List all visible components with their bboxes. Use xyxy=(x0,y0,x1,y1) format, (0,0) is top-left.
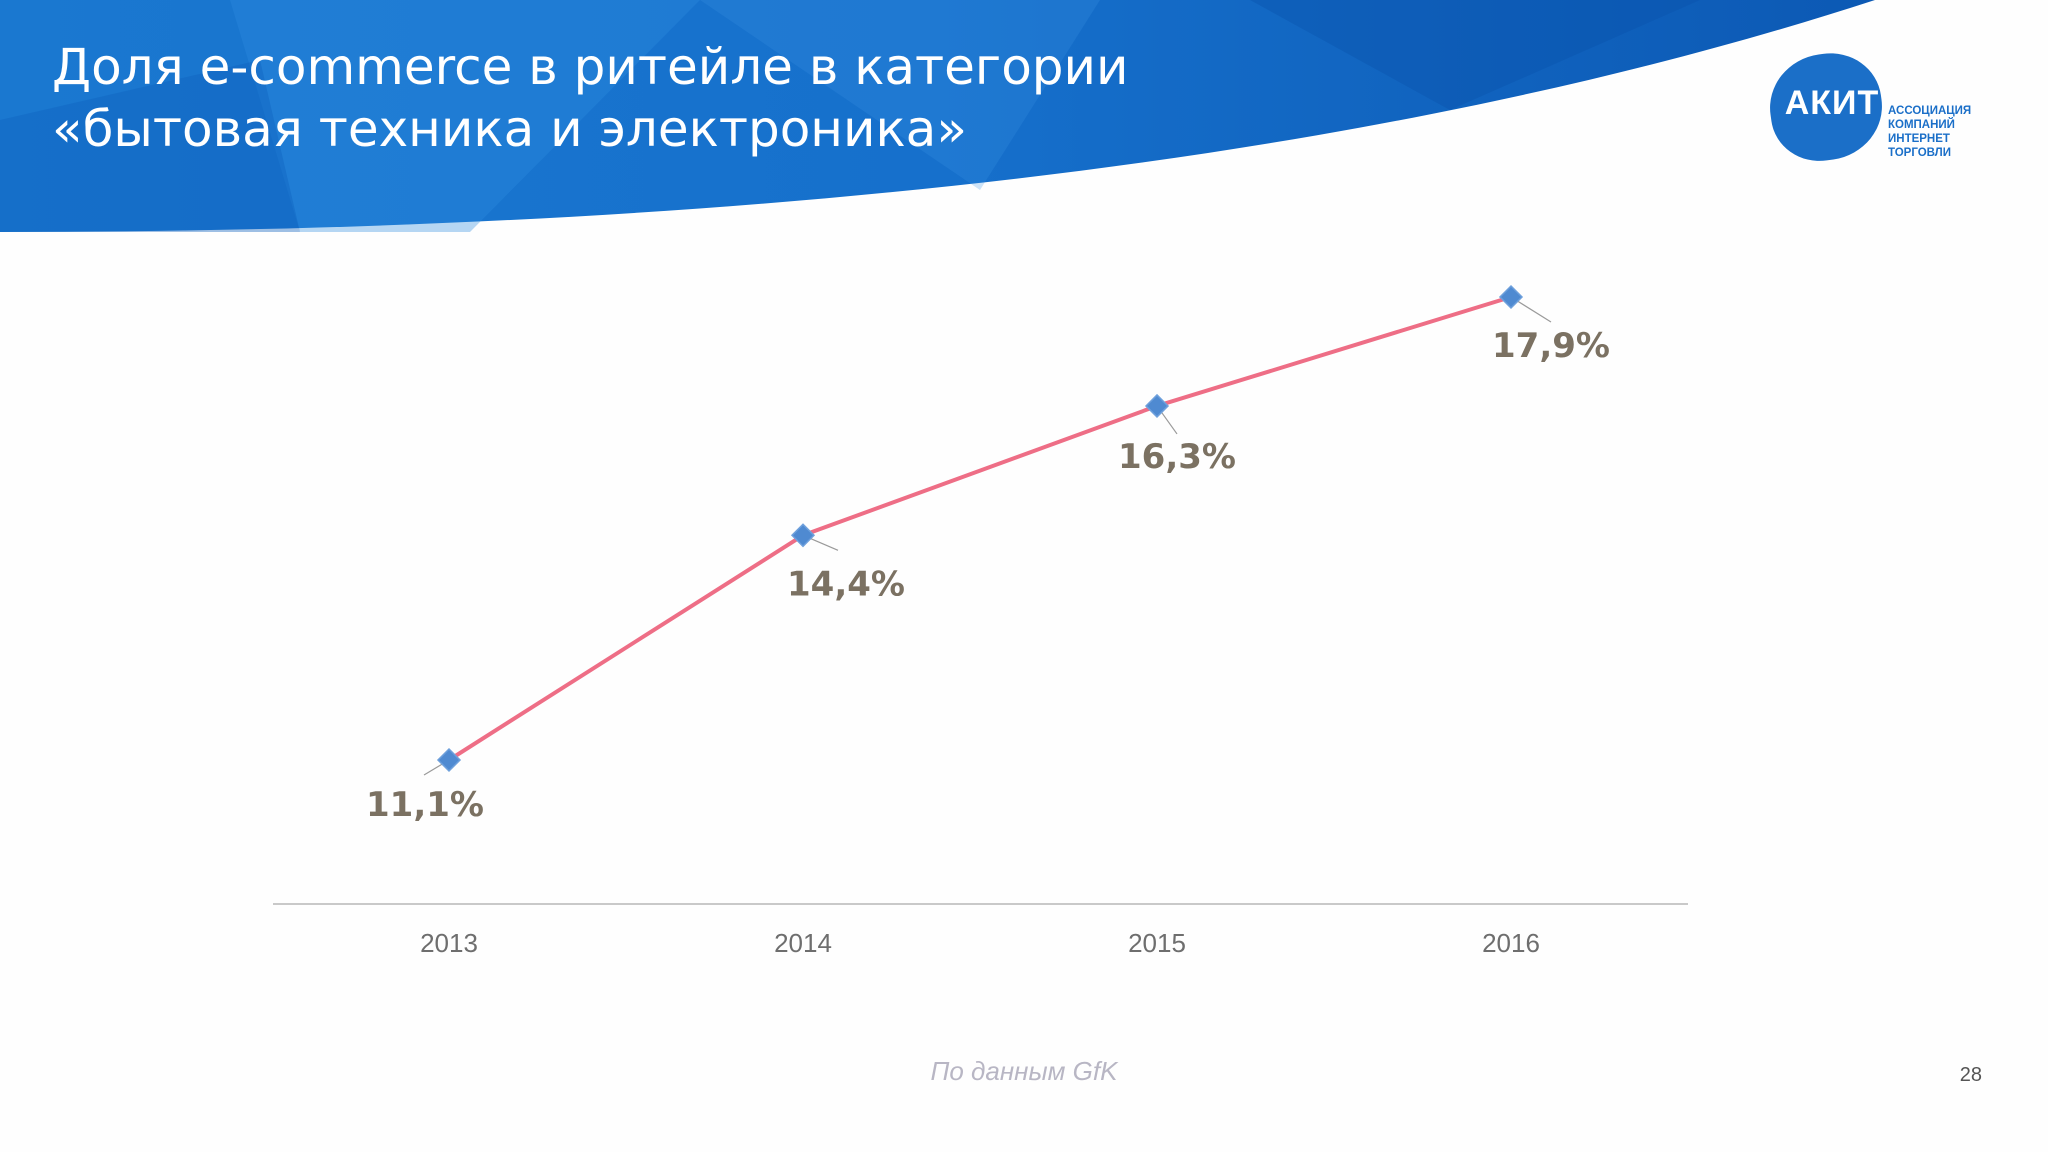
x-tick-label: 2016 xyxy=(1482,928,1540,958)
logo-caption-line: ИНТЕРНЕТ xyxy=(1888,133,1950,145)
data-point-marker xyxy=(436,747,462,773)
logo-caption-line: АССОЦИАЦИЯ xyxy=(1888,105,1972,117)
slide-title-line-2: «бытовая техника и электроника» xyxy=(52,100,967,158)
header-background xyxy=(0,0,1875,232)
logo-caption: АССОЦИАЦИЯ КОМПАНИЙ ИНТЕРНЕТ ТОРГОВЛИ xyxy=(1888,104,1998,160)
data-point-marker xyxy=(1498,284,1524,310)
x-tick-label: 2013 xyxy=(420,928,478,958)
series-line xyxy=(447,295,1513,762)
data-label: 11,1% xyxy=(366,785,484,825)
slide-title: Доля e-commerce в ритейле в категории «б… xyxy=(52,36,1129,160)
data-point-marker xyxy=(1144,393,1170,419)
x-tick-label: 2015 xyxy=(1128,928,1186,958)
slide-title-line-1: Доля e-commerce в ритейле в категории xyxy=(52,38,1129,96)
data-label: 17,9% xyxy=(1492,326,1610,366)
logo-caption-line: КОМПАНИЙ xyxy=(1888,119,1955,131)
source-note: По данным GfK xyxy=(930,1056,1118,1086)
data-point-marker xyxy=(790,523,816,548)
data-label: 16,3% xyxy=(1118,437,1236,477)
x-tick-label: 2014 xyxy=(774,928,832,958)
page-number: 28 xyxy=(1959,1064,1982,1086)
data-label: 14,4% xyxy=(787,564,905,604)
logo-mark-text: АКИТ xyxy=(1784,84,1880,122)
akit-logo: АКИТ АССОЦИАЦИЯ КОМПАНИЙ ИНТЕРНЕТ ТОРГОВ… xyxy=(1763,46,1990,170)
logo-caption-line: ТОРГОВЛИ xyxy=(1888,147,1952,159)
